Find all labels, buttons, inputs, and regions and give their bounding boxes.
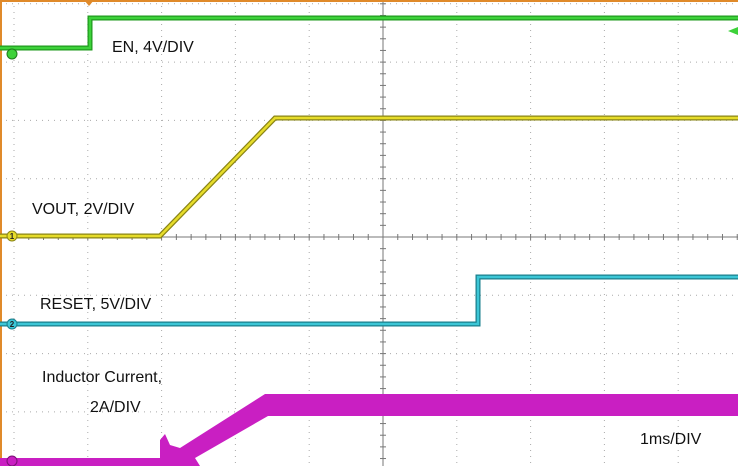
en-trace-core xyxy=(0,16,738,50)
trigger-marker xyxy=(84,0,94,6)
reset-marker-label: 2 xyxy=(10,320,15,329)
current-label: 2A/DIV xyxy=(90,399,141,416)
en-level xyxy=(728,27,738,35)
reset-trace-core xyxy=(0,275,738,326)
timebase-label: 1ms/DIV xyxy=(640,431,702,448)
vout-marker xyxy=(6,230,18,242)
reset-label: RESET, 5V/DIV xyxy=(40,296,151,313)
current-label: Inductor Current, xyxy=(42,369,162,386)
vout-trace-core xyxy=(0,116,738,238)
en-label: EN, 4V/DIV xyxy=(112,39,194,56)
en-marker xyxy=(6,48,18,60)
vout-label: VOUT, 2V/DIV xyxy=(32,201,135,218)
vout-marker-label: 1 xyxy=(10,232,15,241)
reset-marker xyxy=(6,318,18,330)
current-trace xyxy=(0,394,738,466)
current-marker xyxy=(6,455,18,466)
